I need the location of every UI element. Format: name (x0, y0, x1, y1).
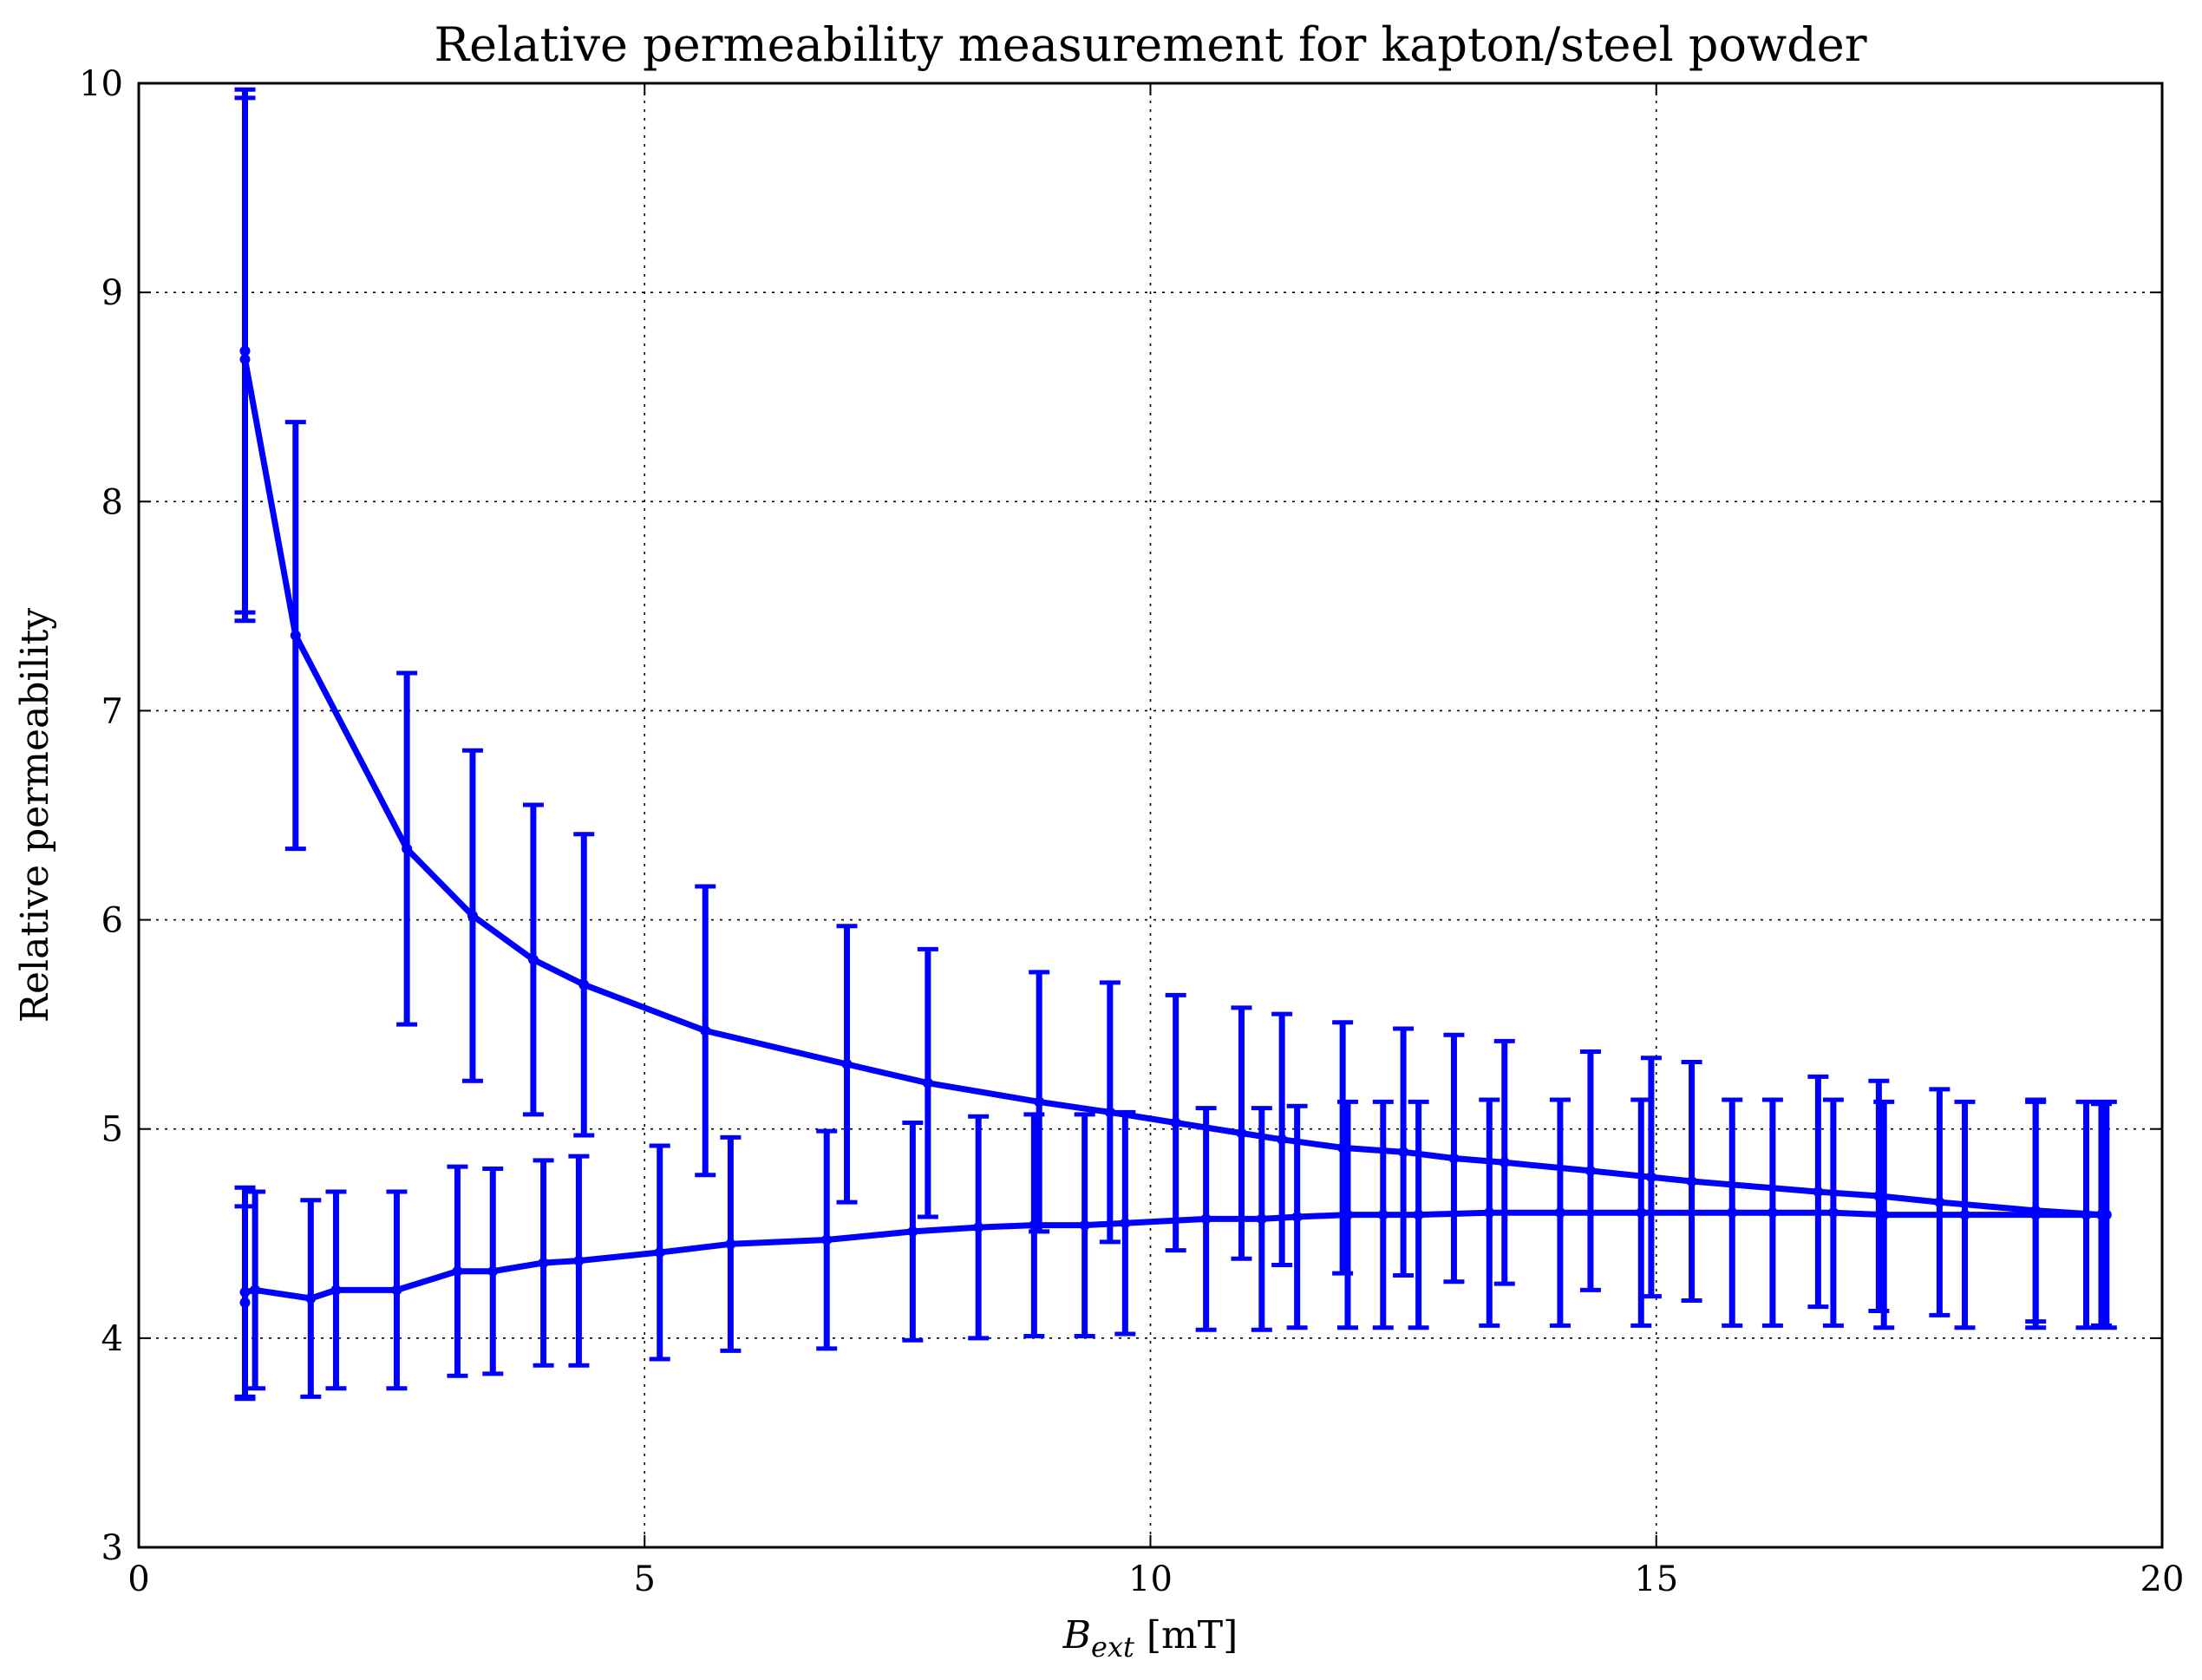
data-point (452, 1265, 463, 1277)
y-tick-label: 10 (79, 64, 123, 104)
data-point (1236, 1128, 1247, 1139)
data-point (1448, 1153, 1460, 1164)
data-point (330, 1285, 342, 1296)
data-point (1934, 1197, 1945, 1208)
x-axis-label-unit: [mT] (1134, 1613, 1238, 1657)
data-point (1879, 1209, 1890, 1220)
x-axis-label-subscript: ext (1091, 1631, 1134, 1664)
data-point (1554, 1207, 1565, 1219)
data-point (1484, 1207, 1495, 1219)
data-point (1120, 1218, 1131, 1229)
data-point (573, 1255, 585, 1266)
data-point (305, 1293, 317, 1304)
data-point (1727, 1207, 1738, 1219)
y-tick-label: 6 (101, 901, 123, 941)
ticks (138, 82, 2163, 1548)
data-point (402, 843, 413, 854)
data-point (487, 1265, 499, 1277)
series-2 (234, 1097, 2117, 1402)
data-point (1170, 1117, 1181, 1128)
data-point (1686, 1176, 1697, 1186)
y-tick-label: 5 (101, 1110, 123, 1150)
data-point (391, 1285, 402, 1296)
series-layer (234, 87, 2117, 1402)
data-point (1256, 1213, 1267, 1225)
data-point (239, 1297, 251, 1308)
data-point (1079, 1219, 1090, 1231)
data-point (1291, 1211, 1303, 1222)
chart-title: Relative permeability measurement for ka… (434, 17, 1866, 72)
data-point (578, 979, 590, 990)
data-point (1636, 1207, 1647, 1219)
data-point (1398, 1147, 1409, 1158)
x-axis-label: Bext [mT] (1062, 1613, 1238, 1664)
data-point (1585, 1165, 1596, 1176)
data-point (1813, 1186, 1824, 1198)
data-point (725, 1239, 736, 1250)
y-tick-label: 9 (101, 273, 123, 313)
y-tick-label: 7 (101, 691, 123, 731)
data-point (538, 1258, 549, 1269)
data-point (821, 1234, 833, 1245)
x-tick-label: 10 (1128, 1559, 1173, 1599)
tick-labels: 0 5 10 15 20 3 4 5 6 7 8 9 10 (79, 64, 2184, 1599)
data-point (1645, 1172, 1656, 1183)
data-point (239, 345, 251, 356)
x-tick-label: 20 (2140, 1559, 2185, 1599)
x-tick-label: 15 (1634, 1559, 1678, 1599)
data-point (290, 630, 301, 641)
data-point (250, 1285, 261, 1296)
data-point (841, 1058, 853, 1069)
data-point (1959, 1209, 1970, 1220)
data-point (1767, 1207, 1778, 1219)
data-point (1413, 1209, 1424, 1220)
data-point (1377, 1209, 1389, 1220)
data-point (1342, 1209, 1353, 1220)
data-point (1827, 1207, 1839, 1219)
data-point (1034, 1096, 1045, 1108)
data-point (239, 1286, 251, 1298)
data-point (1277, 1134, 1288, 1145)
y-axis-label: Relative permeability (13, 608, 57, 1023)
data-point (1499, 1157, 1510, 1168)
data-point (700, 1025, 711, 1036)
data-point (2030, 1209, 2042, 1220)
data-point (2101, 1209, 2112, 1220)
x-tick-label: 0 (127, 1559, 149, 1599)
data-point (907, 1226, 918, 1237)
x-axis-label-main: B (1062, 1613, 1091, 1657)
series-1 (234, 87, 2113, 1328)
data-point (1104, 1107, 1115, 1118)
data-point (1200, 1213, 1212, 1225)
y-tick-label: 3 (101, 1528, 123, 1568)
data-point (239, 354, 251, 365)
data-point (973, 1222, 984, 1233)
y-tick-label: 8 (101, 482, 123, 522)
y-tick-label: 4 (101, 1319, 123, 1359)
data-point (527, 954, 539, 965)
data-point (467, 910, 478, 921)
x-tick-label: 5 (634, 1559, 656, 1599)
data-point (654, 1246, 665, 1258)
data-point (922, 1077, 933, 1088)
grid (139, 83, 2162, 1547)
data-point (1029, 1219, 1040, 1231)
data-point (2081, 1209, 2092, 1220)
